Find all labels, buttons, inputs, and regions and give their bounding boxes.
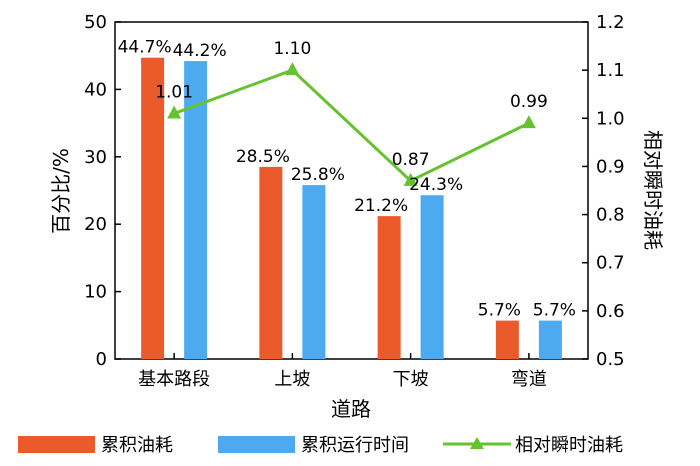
legend-marker-triangle xyxy=(470,437,484,449)
y2-tick-label: 0.9 xyxy=(596,156,625,177)
line-data-label: 1.01 xyxy=(155,82,193,102)
bar-runtime xyxy=(302,185,326,359)
y-tick-label: 40 xyxy=(84,79,107,100)
plot-frame xyxy=(114,21,589,360)
category-label: 上坡 xyxy=(274,369,310,390)
y2-tick-label: 1.2 xyxy=(596,12,625,33)
left-axis-ticks: 0 10 20 30 40 50 xyxy=(84,12,121,370)
line-marker-triangle xyxy=(167,105,182,119)
bar-fuel xyxy=(377,216,401,359)
legend: 累积油耗 累积运行时间 相对瞬时油耗 xyxy=(18,435,623,456)
bar-fuel xyxy=(259,166,283,359)
category-labels: 基本路段 上坡 下坡 弯道 xyxy=(138,353,547,390)
line-marker-triangle xyxy=(521,115,536,129)
bar-data-label: 5.7% xyxy=(478,301,521,321)
line-data-label: 0.99 xyxy=(510,92,548,112)
y2-axis-title: 相对瞬时油耗 xyxy=(641,130,665,250)
legend-swatch-fuel xyxy=(18,436,95,453)
y2-tick-label: 0.6 xyxy=(596,301,625,322)
y-tick-label: 0 xyxy=(96,349,107,370)
y2-tick-label: 1.0 xyxy=(596,108,625,129)
category-label: 下坡 xyxy=(393,369,429,390)
bar-fuel xyxy=(141,57,165,360)
bar-runtime xyxy=(538,320,562,359)
bar-data-label: 21.2% xyxy=(354,196,408,216)
relative-fuel-line xyxy=(173,68,530,183)
y2-tick-label: 0.5 xyxy=(596,349,625,370)
bar-fuel xyxy=(495,320,519,359)
line-marker-triangle xyxy=(403,172,418,186)
y2-tick-label: 0.7 xyxy=(596,253,625,274)
bar-runtime xyxy=(420,195,444,359)
bar-data-label: 5.7% xyxy=(533,301,576,321)
bar-data-label: 44.2% xyxy=(173,41,227,61)
legend-label-relative-fuel: 相对瞬时油耗 xyxy=(515,435,623,456)
line-data-label: 0.87 xyxy=(392,150,430,170)
y2-tick-label: 1.1 xyxy=(596,60,625,81)
line-data-label: 1.10 xyxy=(273,39,311,59)
line-marker-triangle xyxy=(285,62,300,76)
bar-data-label: 25.8% xyxy=(291,165,345,185)
y-axis-title: 百分比/% xyxy=(49,148,73,234)
bar-runtime xyxy=(184,61,208,359)
legend-label-runtime: 累积运行时间 xyxy=(301,435,409,456)
y-tick-label: 20 xyxy=(84,214,107,235)
y-tick-label: 10 xyxy=(84,282,107,303)
line-series xyxy=(167,62,536,186)
bar-data-label: 44.7% xyxy=(118,38,172,58)
x-axis-title: 道路 xyxy=(331,397,371,421)
right-axis-ticks: 0.5 0.6 0.7 0.8 0.9 1.0 1.1 1.2 xyxy=(582,12,625,370)
y2-tick-label: 0.8 xyxy=(596,205,625,226)
legend-swatch-runtime xyxy=(218,436,295,453)
category-label: 基本路段 xyxy=(138,369,210,390)
bars xyxy=(141,57,562,360)
legend-label-fuel: 累积油耗 xyxy=(101,435,173,456)
data-labels: 44.7% 44.2% 28.5%25.8% 21.2%24.3% 5.7% 5.7% 1.… xyxy=(118,38,576,321)
y-tick-label: 50 xyxy=(84,12,107,33)
category-label: 弯道 xyxy=(511,369,547,390)
y-tick-label: 30 xyxy=(84,147,107,168)
bar-data-label: 24.3% xyxy=(409,175,463,195)
bar-data-label: 28.5% xyxy=(236,147,290,167)
